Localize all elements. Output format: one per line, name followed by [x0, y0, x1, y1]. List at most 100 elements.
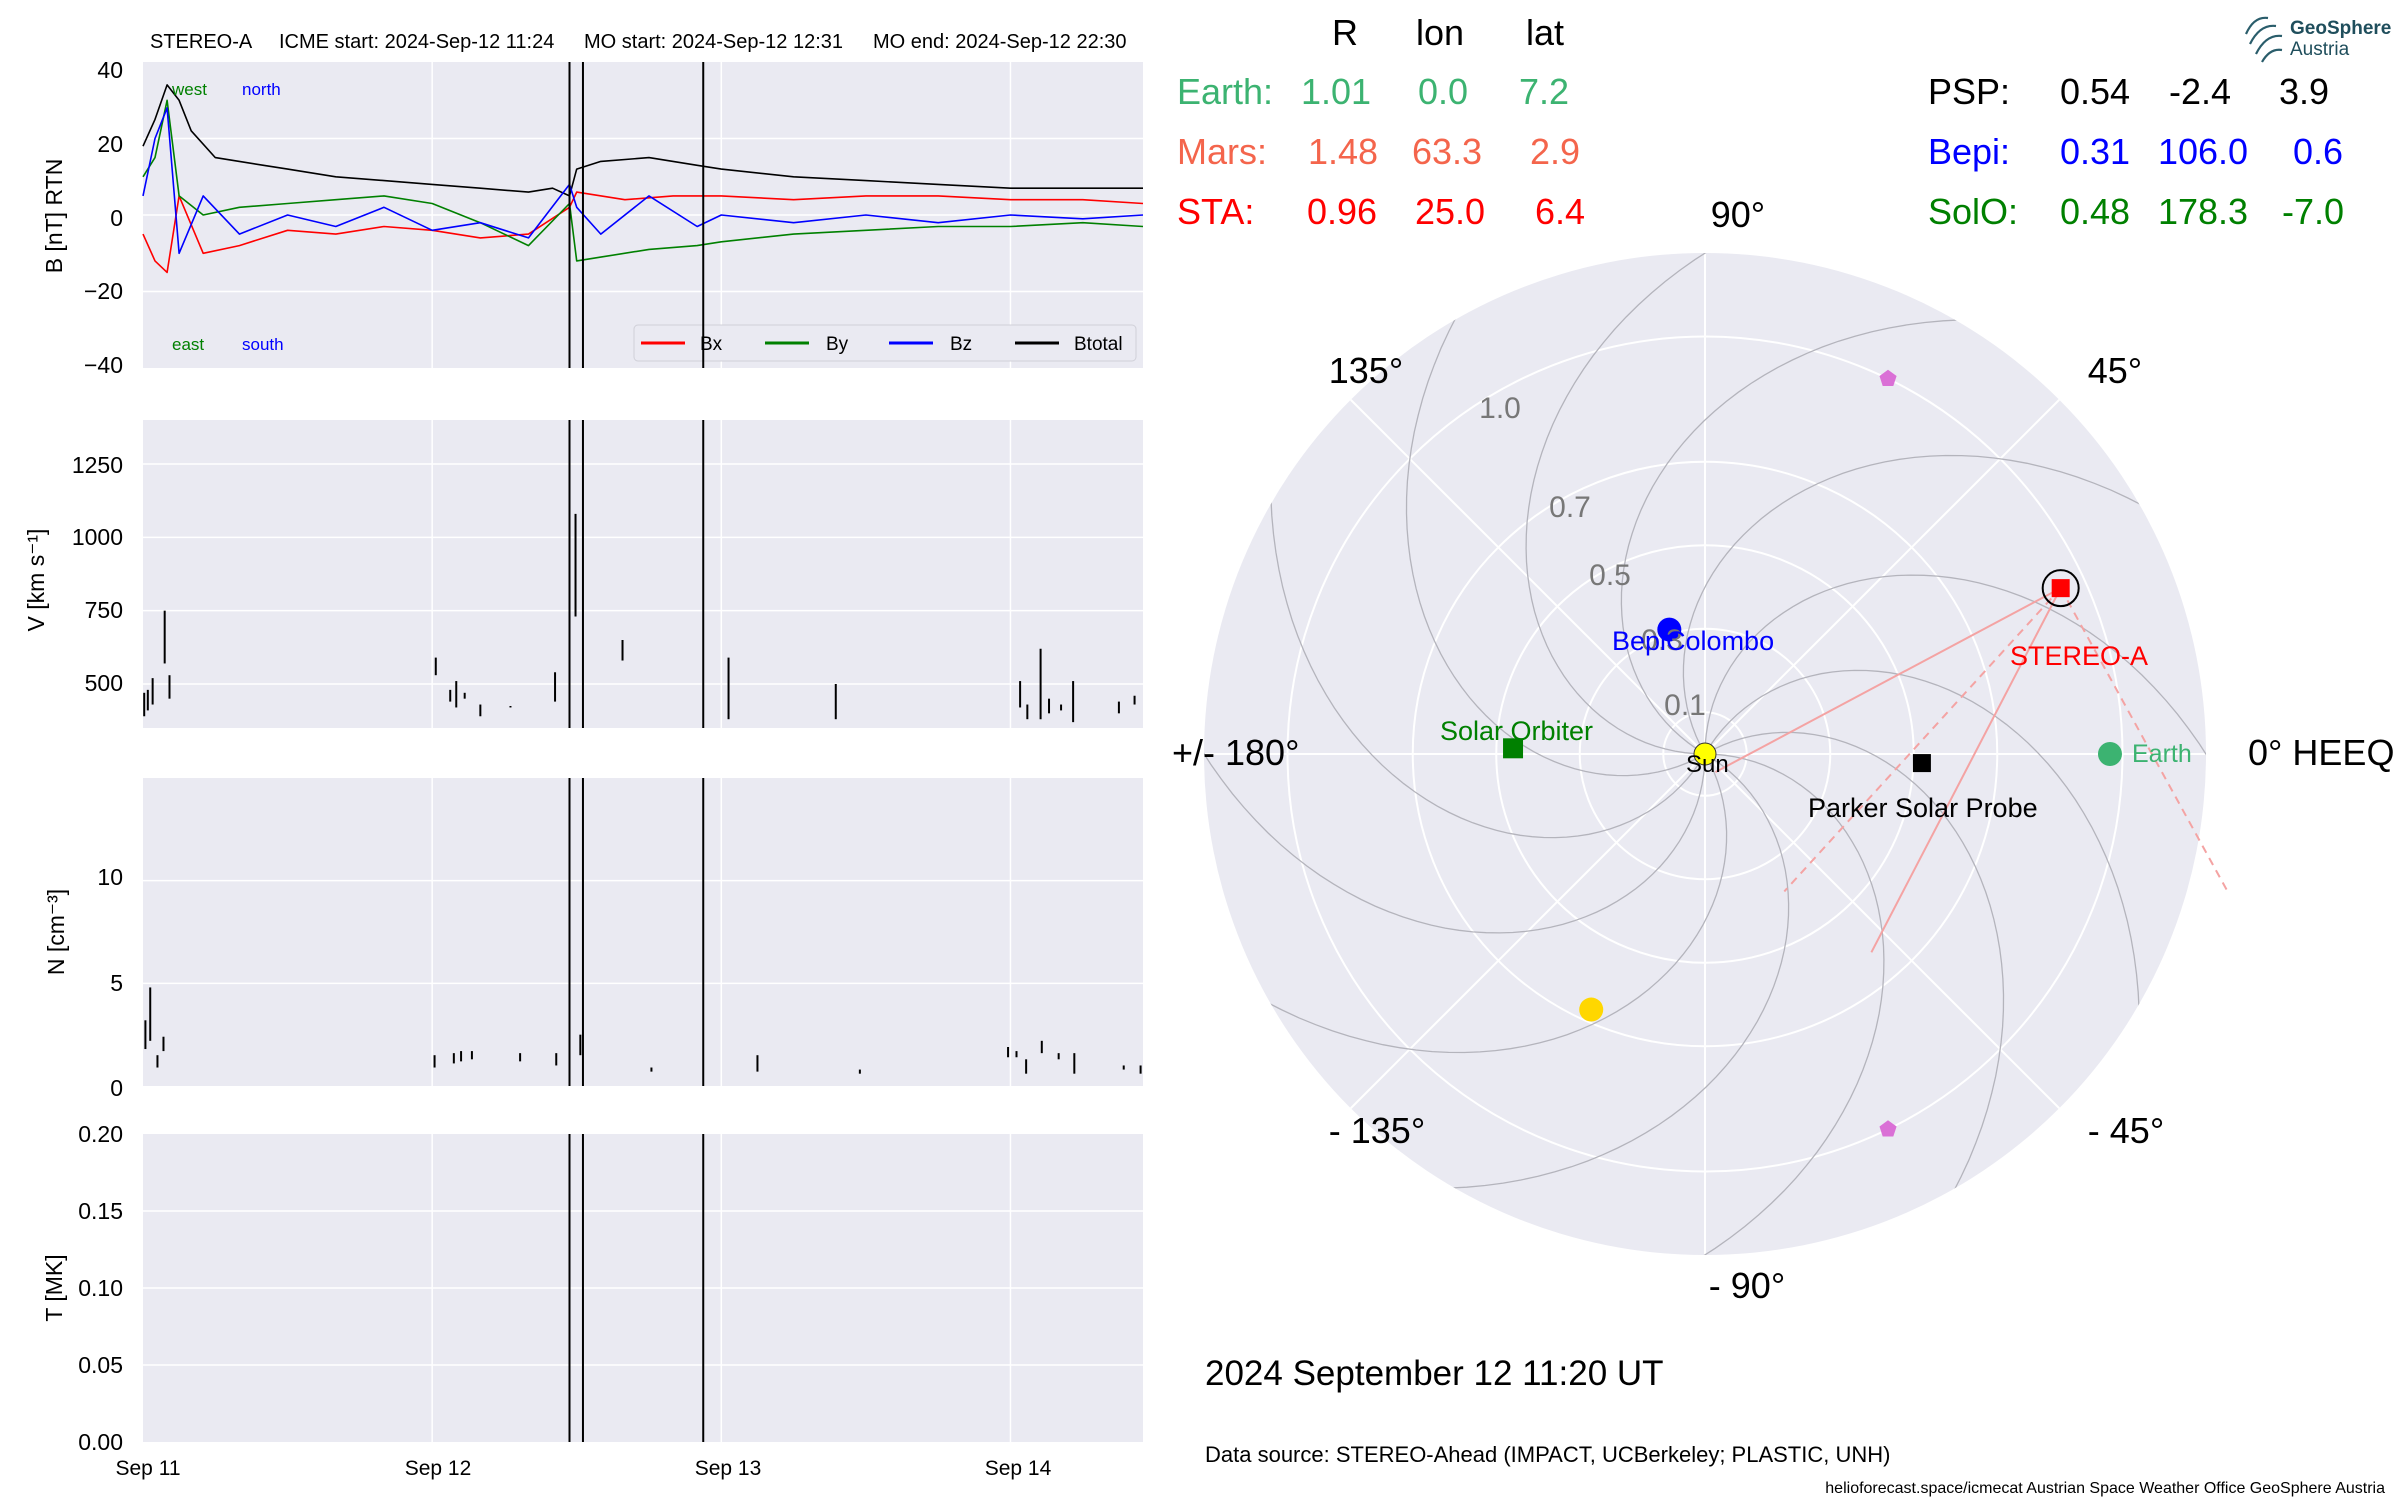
x-tick-sep13: Sep 13 — [695, 1457, 762, 1480]
sta-label: STA: — [1177, 191, 1254, 232]
series-by — [142, 99, 1144, 262]
x-tick-sep12: Sep 12 — [405, 1457, 472, 1480]
psp-plot-label: Parker Solar Probe — [1808, 793, 2038, 823]
b-tick-0: 0 — [110, 205, 123, 231]
angle-90: 90° — [1711, 194, 1765, 235]
yellow-circle-marker — [1579, 997, 1604, 1022]
earth-plot-label: Earth — [2132, 740, 2192, 768]
angle-m90: - 90° — [1709, 1265, 1785, 1306]
angle-45: 45° — [2088, 350, 2142, 391]
legend-bx: Bx — [700, 334, 723, 355]
solo-marker — [1503, 738, 1524, 759]
mo-end-text: MO end: 2024-Sep-12 22:30 — [873, 31, 1127, 53]
geosphere-logo: GeoSphere Austria — [2244, 16, 2391, 63]
v-tick-1250: 1250 — [72, 452, 123, 478]
r-tick-1.0: 1.0 — [1479, 392, 1521, 425]
t-tick-0.20: 0.20 — [78, 1121, 123, 1147]
parker-spiral — [1525, 253, 1900, 755]
n-tick-10: 10 — [97, 864, 123, 890]
x-tick-sep14: Sep 14 — [985, 1457, 1052, 1480]
psp-r: 0.54 — [2060, 71, 2130, 112]
t-tick-0.05: 0.05 — [78, 1352, 123, 1378]
timestamp: 2024 September 12 11:20 UT — [1205, 1354, 1664, 1393]
t-tick-0.10: 0.10 — [78, 1275, 123, 1301]
v-tick-750: 750 — [85, 597, 123, 623]
series-bz — [142, 107, 1144, 255]
mars-r: 1.48 — [1308, 131, 1378, 172]
angle-0: 0° HEEQ — [2248, 732, 2394, 773]
psp-lat: 3.9 — [2279, 71, 2329, 112]
psp-lon: -2.4 — [2169, 71, 2231, 112]
b-tick-20: 20 — [97, 131, 123, 157]
b-tick-m40: −40 — [84, 352, 123, 378]
mo-start-text: MO start: 2024-Sep-12 12:31 — [584, 31, 843, 53]
solo-label: SolO: — [1928, 191, 2018, 232]
legend-by: By — [826, 334, 849, 355]
v-tick-1000: 1000 — [72, 524, 123, 550]
credit-line: helioforecast.space/icmecat Austrian Spa… — [1825, 1480, 2385, 1497]
legend-bz: Bz — [950, 334, 972, 355]
magnetic-field-panel: west north east south Bx By Bz Btotal 40… — [41, 57, 1144, 378]
n-tick-5: 5 — [110, 970, 123, 996]
mars-lat: 2.9 — [1530, 131, 1580, 172]
density-panel: 10 5 0 N [cm⁻³] — [43, 778, 1143, 1101]
position-table: R lon lat Earth: 1.01 0.0 7.2 Mars: 1.48… — [1177, 12, 2344, 232]
bepi-plot-label: BepiColombo — [1612, 626, 1774, 656]
col-header-r: R — [1332, 12, 1358, 53]
east-annotation: east — [172, 335, 204, 354]
parker-spiral — [1510, 753, 1885, 1255]
polar-position-plot: 0.1 0.3 0.5 0.7 1.0 0° HEEQ 45° 90° 135°… — [1172, 194, 2394, 1306]
earth-lon: 0.0 — [1418, 71, 1468, 112]
sta-r: 0.96 — [1307, 191, 1377, 232]
angle-135: 135° — [1329, 350, 1403, 391]
earth-r: 1.01 — [1301, 71, 1371, 112]
sta-marker — [2051, 579, 2070, 598]
south-annotation: south — [242, 335, 284, 354]
angle-m135: - 135° — [1329, 1110, 1425, 1151]
earth-lat: 7.2 — [1519, 71, 1569, 112]
r-tick-0.3: 0.3 — [1641, 624, 1683, 657]
solo-lon: 178.3 — [2158, 191, 2248, 232]
b-tick-40: 40 — [97, 57, 123, 83]
data-source: Data source: STEREO-Ahead (IMPACT, UCBer… — [1205, 1442, 1890, 1467]
legend-btotal: Btotal — [1074, 334, 1123, 355]
logo-line1: GeoSphere — [2290, 18, 2391, 39]
sta-lon: 25.0 — [1415, 191, 1485, 232]
north-annotation: north — [242, 80, 281, 99]
r-tick-0.1: 0.1 — [1664, 689, 1706, 722]
sta-view-ray — [1783, 587, 2062, 893]
angle-m45: - 45° — [2088, 1110, 2164, 1151]
sun-marker — [1693, 742, 1717, 766]
solo-plot-label: Solar Orbiter — [1440, 716, 1593, 746]
temperature-panel: 0.20 0.15 0.10 0.05 0.00 T [MK] — [41, 1121, 1143, 1455]
sta-plot-label: STEREO-A — [2010, 641, 2148, 671]
bepi-lat: 0.6 — [2293, 131, 2343, 172]
bepi-lon: 106.0 — [2158, 131, 2248, 172]
r-tick-0.7: 0.7 — [1549, 491, 1591, 524]
spacecraft-title: STEREO-A — [150, 31, 253, 53]
psp-marker — [1912, 754, 1931, 773]
b-tick-m20: −20 — [84, 278, 123, 304]
sta-view-ray — [1870, 587, 2062, 953]
earth-marker — [2097, 742, 2122, 766]
pentagon-marker — [1879, 369, 1897, 386]
r-tick-0.5: 0.5 — [1589, 559, 1631, 592]
n-ylabel: N [cm⁻³] — [43, 889, 69, 975]
n-tick-0: 0 — [110, 1075, 123, 1101]
v-ylabel: V [km s⁻¹] — [23, 529, 49, 632]
t-tick-0.00: 0.00 — [78, 1429, 123, 1455]
solo-lat: -7.0 — [2282, 191, 2344, 232]
pentagon-marker — [1879, 1120, 1897, 1137]
mars-label: Mars: — [1177, 131, 1267, 172]
series-btotal — [142, 84, 1143, 197]
parker-spiral — [1704, 574, 2206, 949]
sun-label: Sun — [1686, 751, 1729, 778]
sta-view-ray — [1714, 587, 2062, 773]
v-tick-500: 500 — [85, 670, 123, 696]
earth-label: Earth: — [1177, 71, 1273, 112]
col-header-lon: lon — [1416, 12, 1464, 53]
sta-ring-marker — [2041, 569, 2080, 608]
solo-r: 0.48 — [2060, 191, 2130, 232]
logo-line2: Austria — [2290, 39, 2350, 60]
